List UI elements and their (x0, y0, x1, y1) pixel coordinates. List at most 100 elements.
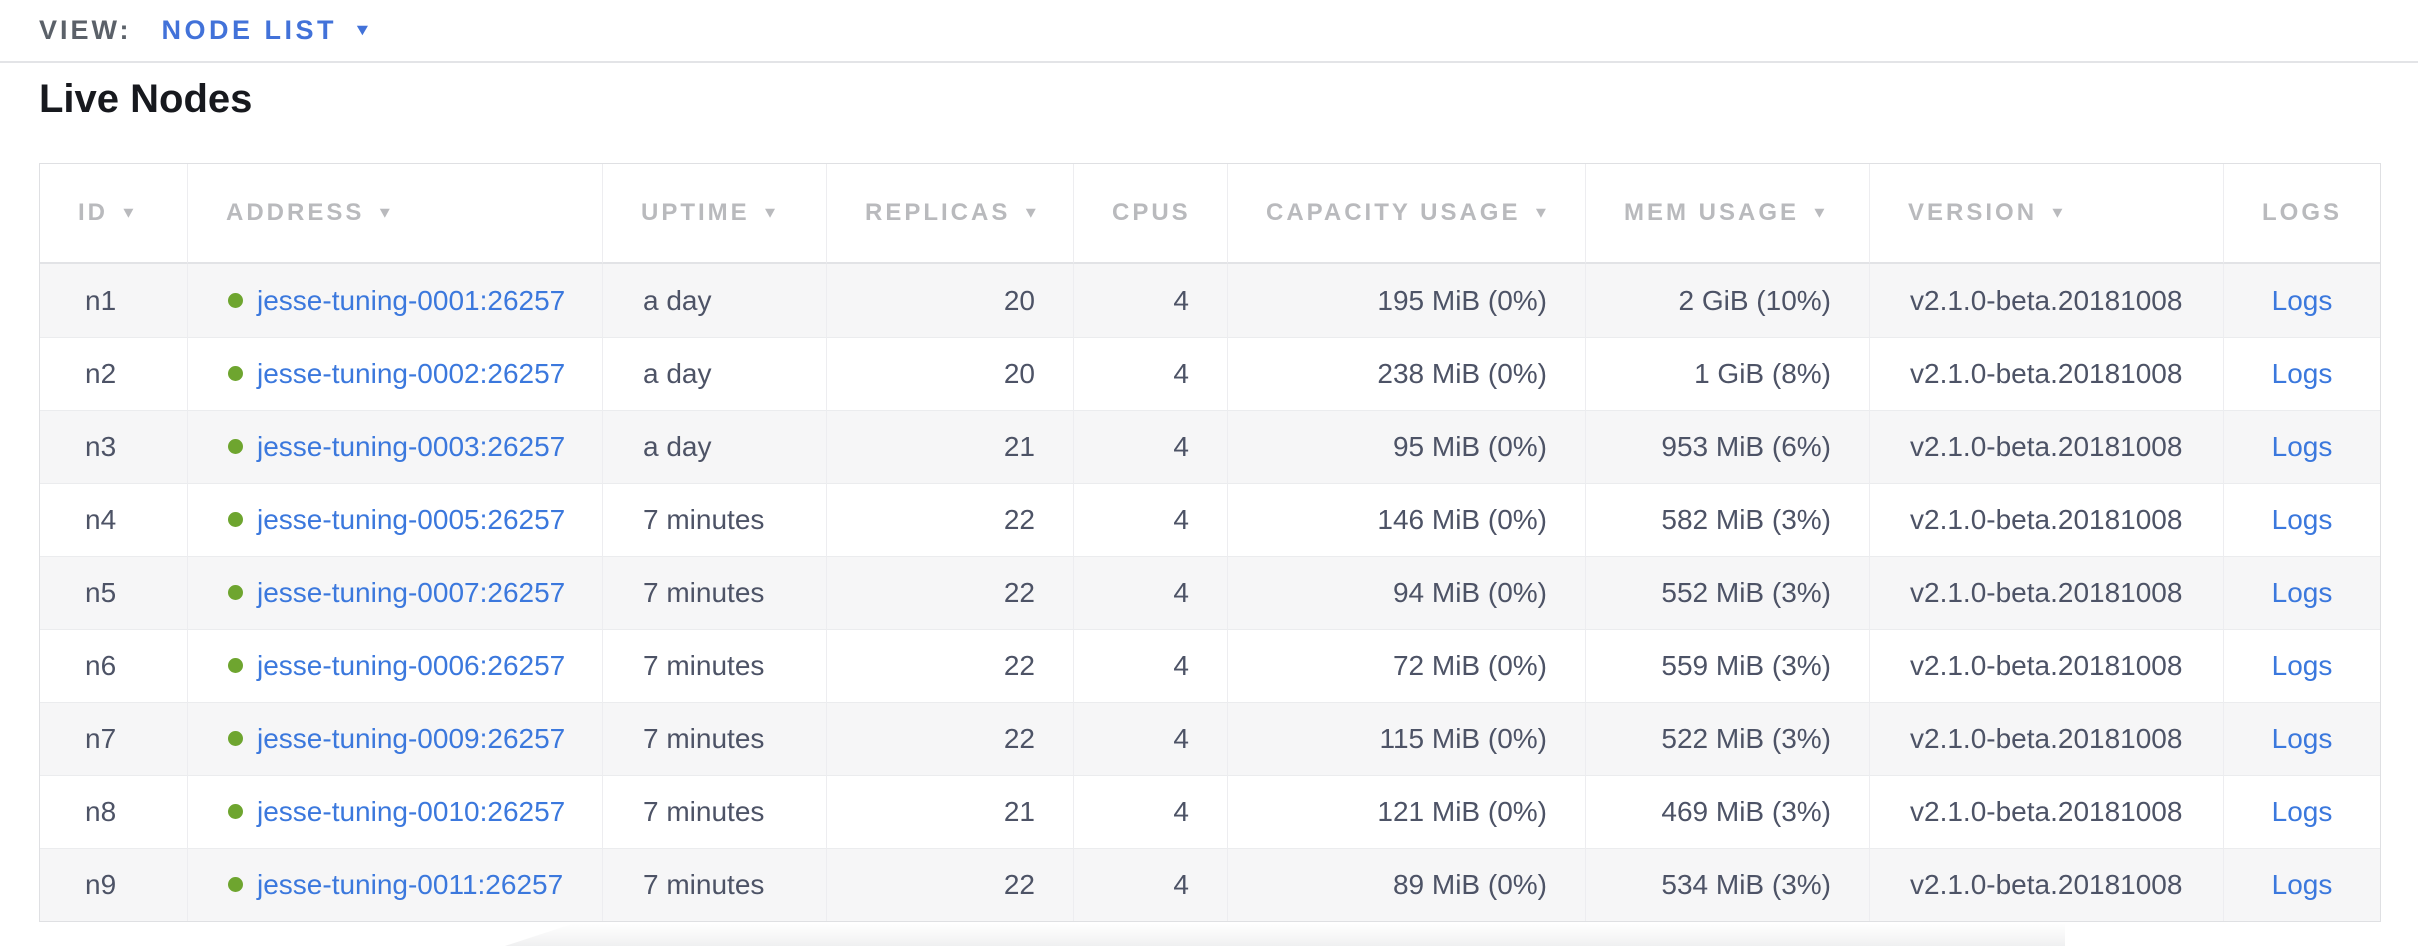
node-address-link[interactable]: jesse-tuning-0010:26257 (257, 796, 566, 827)
sort-caret-icon: ▼ (2049, 204, 2069, 222)
cell-id: n3 (40, 410, 187, 483)
column-header-label: REPLICAS (865, 199, 1011, 226)
cell-address: jesse-tuning-0003:26257 (187, 410, 602, 483)
cell-uptime: 7 minutes (602, 629, 826, 702)
cell-replicas: 21 (826, 410, 1073, 483)
node-status-dot (228, 585, 243, 601)
cell-id: n6 (40, 629, 187, 702)
table-header-row: ID ▼ ADDRESS ▼ UPTIME ▼ REPLICAS ▼ CPUS CAPACITY … (40, 164, 2380, 264)
cell-id: n8 (40, 775, 187, 848)
column-header-label: ID (78, 199, 108, 226)
cell-replicas: 22 (826, 556, 1073, 629)
logs-link[interactable]: Logs (2271, 796, 2333, 827)
column-header-label: VERSION (1908, 199, 2038, 226)
cell-mem: 1 GiB (8%) (1585, 337, 1869, 410)
cell-id: n1 (40, 264, 187, 337)
cell-mem: 953 MiB (6%) (1585, 410, 1869, 483)
cell-address: jesse-tuning-0005:26257 (187, 483, 602, 556)
column-header-cpus: CPUS (1073, 164, 1227, 264)
node-address-link[interactable]: jesse-tuning-0005:26257 (257, 504, 566, 535)
cell-cpus: 4 (1073, 702, 1227, 775)
logs-link[interactable]: Logs (2271, 358, 2333, 389)
logs-link[interactable]: Logs (2271, 284, 2333, 316)
logs-link[interactable]: Logs (2271, 869, 2333, 900)
cell-id: n9 (40, 848, 187, 921)
cell-cpus: 4 (1073, 483, 1227, 556)
column-header-mem[interactable]: MEM USAGE ▼ (1585, 164, 1869, 264)
node-address-link[interactable]: jesse-tuning-0006:26257 (257, 650, 566, 681)
cell-address: jesse-tuning-0010:26257 (187, 775, 602, 848)
node-status-dot (228, 366, 243, 382)
cell-uptime: 7 minutes (602, 702, 826, 775)
table-row: n1 jesse-tuning-0001:26257 a day 20 4 195 MiB… (40, 264, 2380, 337)
page-title: Live Nodes (39, 77, 253, 121)
cell-address: jesse-tuning-0007:26257 (187, 556, 602, 629)
view-selected-value: NODE LIST (161, 15, 338, 45)
cell-logs: Logs (2223, 410, 2380, 483)
cell-replicas: 22 (826, 848, 1073, 921)
cell-replicas: 21 (826, 775, 1073, 848)
cell-logs: Logs (2223, 775, 2380, 848)
cell-uptime: a day (602, 264, 826, 337)
column-header-label: LOGS (2261, 199, 2342, 226)
cell-version: v2.1.0-beta.20181008 (1869, 775, 2223, 848)
cell-address: jesse-tuning-0006:26257 (187, 629, 602, 702)
column-header-label: CPUS (1112, 199, 1191, 226)
cell-cpus: 4 (1073, 775, 1227, 848)
table-row: n6 jesse-tuning-0006:26257 7 minutes 22 4 72 … (40, 629, 2380, 702)
logs-link[interactable]: Logs (2271, 577, 2333, 608)
node-address-link[interactable]: jesse-tuning-0003:26257 (257, 431, 566, 462)
cell-id: n4 (40, 483, 187, 556)
cell-version: v2.1.0-beta.20181008 (1869, 629, 2223, 702)
node-address-link[interactable]: jesse-tuning-0001:26257 (257, 284, 566, 316)
table-row: n3 jesse-tuning-0003:26257 a day 21 4 95 MiB … (40, 410, 2380, 483)
table-row: n5 jesse-tuning-0007:26257 7 minutes 22 4 94 … (40, 556, 2380, 629)
cell-uptime: a day (602, 410, 826, 483)
node-status-dot (228, 658, 243, 674)
node-address-link[interactable]: jesse-tuning-0002:26257 (257, 358, 566, 389)
cell-capacity: 115 MiB (0%) (1227, 702, 1585, 775)
cell-version: v2.1.0-beta.20181008 (1869, 337, 2223, 410)
view-selector-bar: VIEW: NODE LIST ▼ (0, 0, 2418, 63)
logs-link[interactable]: Logs (2271, 504, 2333, 535)
table-row: n9 jesse-tuning-0011:26257 7 minutes 22 4 89 … (40, 848, 2380, 921)
cell-uptime: 7 minutes (602, 848, 826, 921)
node-status-dot (228, 731, 243, 747)
column-header-capacity[interactable]: CAPACITY USAGE ▼ (1227, 164, 1585, 264)
logs-link[interactable]: Logs (2271, 431, 2333, 462)
cell-mem: 534 MiB (3%) (1585, 848, 1869, 921)
cell-id: n7 (40, 702, 187, 775)
cell-replicas: 22 (826, 483, 1073, 556)
cell-version: v2.1.0-beta.20181008 (1869, 483, 2223, 556)
node-status-dot (228, 512, 243, 528)
cell-mem: 2 GiB (10%) (1585, 264, 1869, 337)
table-body: n1 jesse-tuning-0001:26257 a day 20 4 195 MiB… (40, 264, 2380, 921)
cell-cpus: 4 (1073, 264, 1227, 337)
column-header-replicas[interactable]: REPLICAS ▼ (826, 164, 1073, 264)
logs-link[interactable]: Logs (2271, 723, 2333, 754)
cell-capacity: 121 MiB (0%) (1227, 775, 1585, 848)
sort-caret-icon: ▼ (376, 204, 397, 222)
node-address-link[interactable]: jesse-tuning-0011:26257 (257, 869, 564, 900)
cell-logs: Logs (2223, 848, 2380, 921)
column-header-uptime[interactable]: UPTIME ▼ (602, 164, 826, 264)
column-header-version[interactable]: VERSION ▼ (1869, 164, 2223, 264)
cell-cpus: 4 (1073, 410, 1227, 483)
node-address-link[interactable]: jesse-tuning-0009:26257 (257, 723, 566, 754)
column-header-address[interactable]: ADDRESS ▼ (187, 164, 602, 264)
node-address-link[interactable]: jesse-tuning-0007:26257 (257, 577, 566, 608)
column-header-label: ADDRESS (226, 199, 365, 226)
cell-uptime: a day (602, 337, 826, 410)
logs-link[interactable]: Logs (2271, 650, 2333, 681)
cell-version: v2.1.0-beta.20181008 (1869, 410, 2223, 483)
column-header-id[interactable]: ID ▼ (40, 164, 187, 264)
cell-version: v2.1.0-beta.20181008 (1869, 702, 2223, 775)
column-header-label: UPTIME (641, 199, 750, 226)
cell-cpus: 4 (1073, 337, 1227, 410)
node-status-dot (228, 439, 243, 455)
view-selector-dropdown[interactable]: NODE LIST ▼ (162, 15, 372, 46)
cell-capacity: 95 MiB (0%) (1227, 410, 1585, 483)
cell-capacity: 238 MiB (0%) (1227, 337, 1585, 410)
sort-caret-icon: ▼ (1811, 204, 1831, 222)
